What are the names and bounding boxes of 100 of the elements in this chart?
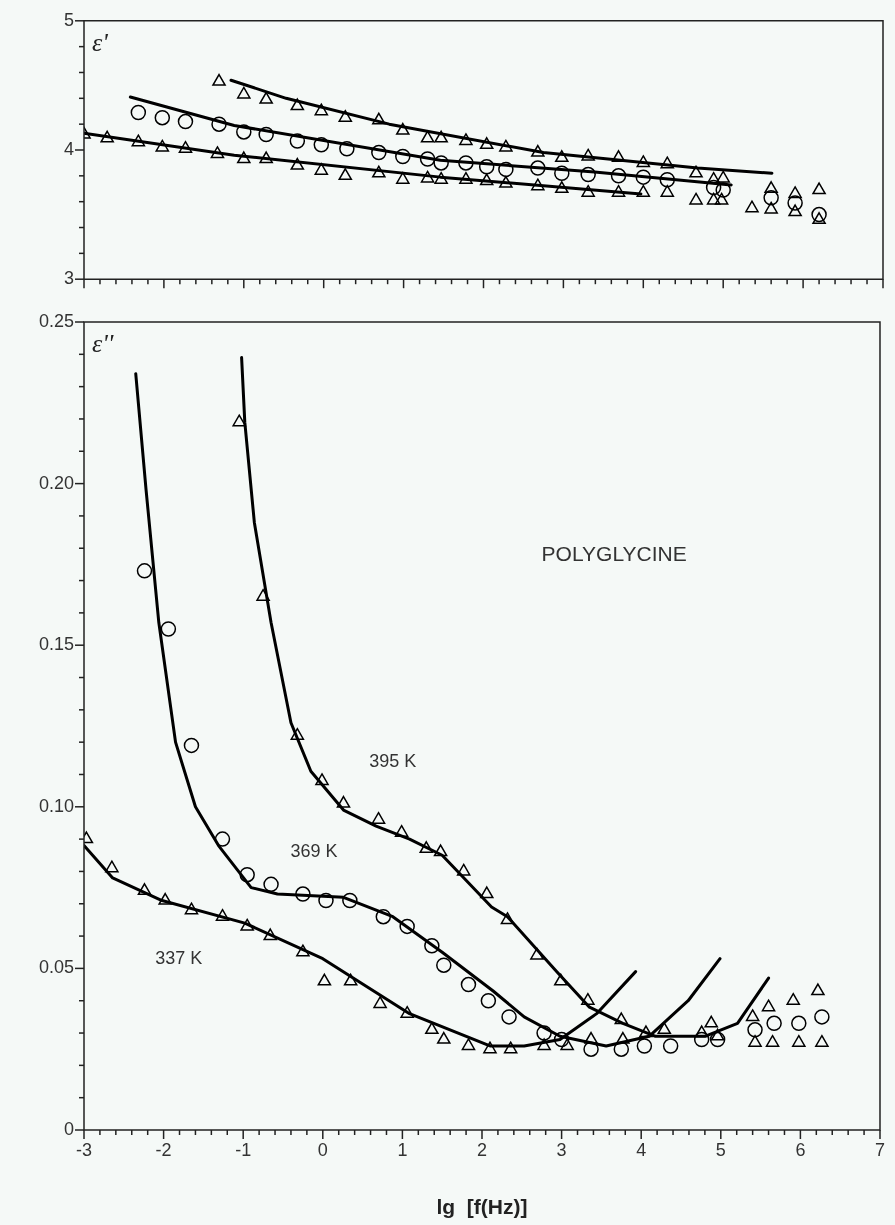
- point: [154, 109, 171, 126]
- point: [764, 201, 778, 214]
- point: [479, 173, 494, 186]
- point: [500, 912, 515, 925]
- point: [184, 902, 199, 915]
- point: [660, 156, 675, 169]
- point: [786, 992, 801, 1005]
- point: [705, 179, 722, 196]
- point: [710, 1028, 725, 1041]
- point: [313, 137, 330, 153]
- x-tick-label: 7: [874, 1139, 885, 1160]
- point: [342, 892, 358, 909]
- x-tick-label: 1: [397, 1139, 408, 1160]
- point: [336, 795, 351, 808]
- point: [289, 133, 306, 149]
- point: [662, 1038, 679, 1054]
- point: [693, 1031, 710, 1048]
- point: [766, 1015, 782, 1032]
- y-axis-title: ε'': [92, 328, 114, 358]
- point: [747, 1022, 763, 1038]
- point: [290, 98, 305, 111]
- point: [295, 886, 311, 902]
- point: [375, 908, 392, 925]
- point: [425, 1022, 439, 1035]
- point: [791, 1015, 807, 1032]
- point: [704, 1015, 719, 1028]
- point: [501, 1009, 517, 1025]
- point: [715, 182, 731, 198]
- point: [483, 1041, 497, 1054]
- point: [211, 116, 227, 132]
- point: [136, 563, 153, 579]
- point: [581, 992, 595, 1005]
- point: [478, 159, 495, 175]
- point: [499, 139, 513, 152]
- point: [424, 938, 440, 954]
- point: [716, 170, 731, 183]
- point: [160, 621, 177, 637]
- point: [499, 175, 513, 188]
- x-tick-label: -3: [75, 1139, 93, 1160]
- point: [745, 200, 759, 213]
- x-tick-label: -2: [155, 1139, 172, 1160]
- point: [137, 883, 152, 896]
- point: [530, 947, 544, 960]
- x-axis-title: lg [f(Hz)]: [436, 1195, 528, 1219]
- point: [434, 171, 448, 184]
- point: [263, 928, 278, 941]
- point: [343, 973, 358, 986]
- x-tick-label: 4: [636, 1139, 647, 1160]
- point: [537, 1038, 551, 1051]
- point: [371, 811, 386, 824]
- y-tick-label: 0: [63, 1118, 74, 1139]
- point: [636, 184, 651, 197]
- point: [372, 112, 386, 125]
- point: [659, 171, 676, 188]
- point: [480, 992, 497, 1009]
- point: [338, 109, 353, 122]
- point: [155, 139, 170, 152]
- point: [461, 1038, 476, 1051]
- point: [420, 170, 435, 183]
- point: [372, 165, 386, 178]
- point: [584, 1031, 598, 1044]
- point: [613, 1041, 630, 1057]
- point: [765, 1034, 780, 1047]
- y-tick-label: 5: [63, 9, 74, 30]
- point: [458, 155, 474, 171]
- annotation: 395 K: [369, 750, 417, 771]
- point: [183, 737, 200, 754]
- point: [531, 144, 545, 157]
- point: [764, 181, 778, 194]
- point: [689, 192, 703, 205]
- point: [456, 863, 471, 876]
- point: [581, 184, 595, 197]
- point: [614, 1012, 629, 1025]
- point: [314, 162, 329, 175]
- point: [761, 999, 776, 1012]
- point: [531, 178, 545, 191]
- point: [433, 155, 449, 171]
- point: [434, 130, 448, 143]
- point: [399, 918, 415, 935]
- point: [296, 944, 310, 957]
- point: [395, 148, 411, 165]
- point: [263, 876, 279, 893]
- point: [503, 1041, 518, 1054]
- point: [436, 957, 452, 973]
- y-tick-label: 0.10: [38, 795, 74, 816]
- point: [788, 204, 802, 217]
- point: [290, 727, 305, 740]
- point: [745, 1009, 760, 1022]
- point: [657, 1022, 672, 1035]
- y-tick-label: 0.05: [38, 957, 74, 978]
- point: [811, 983, 825, 996]
- point: [787, 195, 803, 211]
- point: [100, 130, 114, 143]
- y-tick-label: 4: [63, 138, 74, 159]
- point: [616, 1031, 630, 1044]
- point: [419, 841, 434, 854]
- point: [660, 184, 675, 197]
- point: [530, 160, 546, 176]
- point: [395, 122, 410, 135]
- point: [210, 146, 225, 159]
